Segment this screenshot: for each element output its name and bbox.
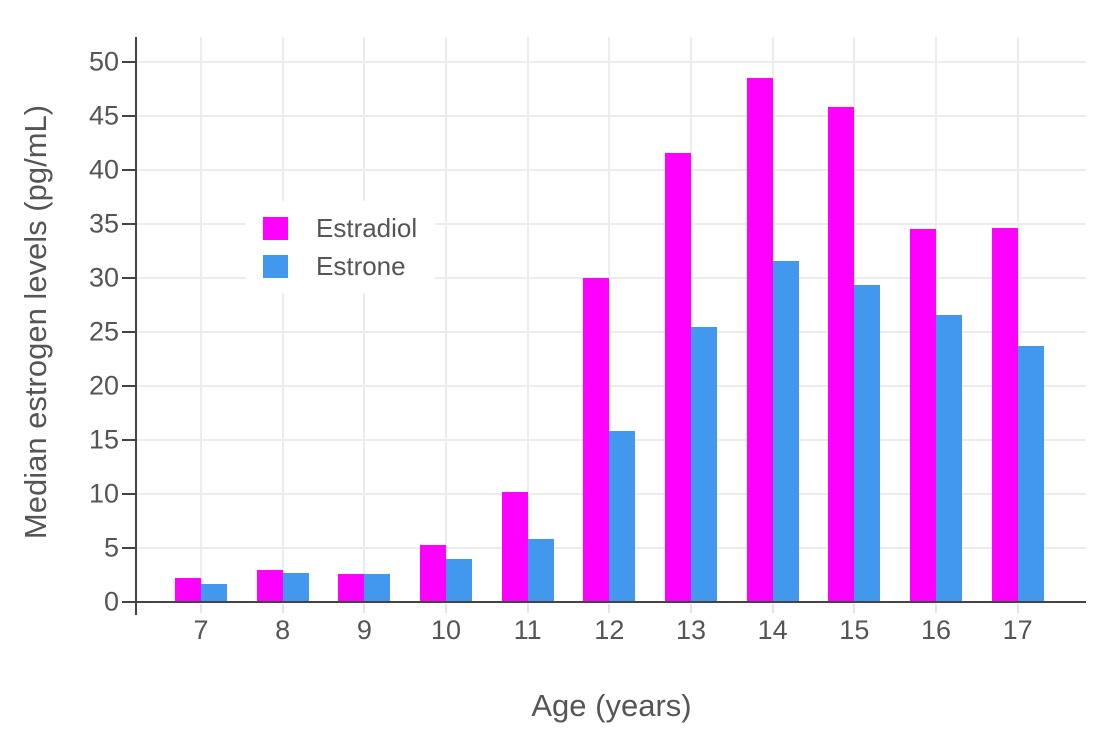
x-tick-label: 11 [513, 615, 542, 645]
legend-swatch-estrone [263, 254, 288, 278]
x-tick [445, 604, 447, 613]
legend: Estradiol Estrone [246, 201, 436, 293]
y-tick-label: 50 [88, 46, 119, 77]
y-tick [122, 114, 135, 117]
bar-estradiol-age-12 [583, 278, 610, 602]
bar-estrone-age-9 [364, 574, 391, 602]
y-tick [122, 384, 135, 387]
bar-estrone-age-14 [772, 261, 799, 602]
y-tick-label: 20 [88, 370, 119, 401]
x-axis-line [135, 601, 1086, 603]
y-tick [122, 438, 135, 441]
legend-label: Estrone [316, 251, 406, 281]
bar-estrone-age-15 [854, 285, 881, 602]
bar-estrone-age-10 [446, 559, 472, 602]
bar-estradiol-age-7 [175, 578, 201, 602]
h-gridline [137, 222, 1086, 225]
v-gridline [690, 37, 692, 602]
v-gridline [200, 37, 202, 602]
bar-estradiol-age-17 [991, 228, 1018, 602]
x-tick-label: 9 [356, 615, 372, 645]
bar-estradiol-age-15 [828, 107, 855, 602]
h-gridline [137, 384, 1086, 387]
y-tick [122, 546, 135, 549]
x-tick [608, 604, 611, 613]
bar-estradiol-age-13 [665, 153, 691, 602]
v-gridline [281, 37, 284, 602]
x-tick-label: 8 [275, 615, 291, 645]
x-tick [363, 604, 366, 613]
y-tick-label: 25 [88, 316, 119, 347]
legend-swatch-estradiol [263, 216, 288, 240]
x-tick [771, 604, 774, 613]
y-tick-label: 45 [88, 100, 119, 131]
x-tick [200, 604, 202, 613]
bar-estrone-age-16 [936, 315, 962, 602]
v-gridline [445, 37, 447, 602]
v-gridline [526, 37, 529, 602]
x-tick [526, 604, 529, 613]
bar-estrone-age-17 [1017, 346, 1044, 602]
h-gridline [137, 276, 1086, 279]
x-tick [1016, 604, 1019, 613]
y-tick-label: 10 [88, 478, 119, 509]
legend-item-estrone[interactable]: Estrone [263, 253, 417, 279]
x-tick [935, 604, 937, 613]
x-axis-title: Age (years) [531, 688, 692, 723]
y-tick-label: 0 [103, 586, 119, 617]
v-gridline [608, 37, 611, 602]
y-tick [122, 60, 135, 63]
x-tick [853, 604, 856, 613]
h-gridline [137, 168, 1086, 171]
x-tick [281, 604, 284, 613]
h-gridline [137, 114, 1086, 117]
x-tick-label: 12 [594, 615, 625, 645]
v-gridline [1016, 37, 1019, 602]
x-tick-label: 13 [675, 615, 707, 645]
y-axis-line [135, 37, 137, 615]
bar-estrone-age-8 [282, 573, 309, 602]
h-gridline [137, 330, 1086, 333]
bar-estradiol-age-8 [256, 570, 283, 602]
y-axis-title: Median estrogen levels (pg/mL) [18, 104, 53, 540]
x-tick-label: 17 [1002, 615, 1033, 645]
h-gridline [137, 60, 1086, 63]
x-tick-label: 10 [430, 615, 462, 645]
v-gridline [363, 37, 366, 602]
bar-estradiol-age-11 [501, 492, 528, 602]
x-tick [690, 604, 692, 613]
x-tick-label: 15 [839, 615, 870, 645]
bar-estradiol-age-10 [420, 545, 446, 602]
x-tick-label: 14 [757, 615, 788, 645]
y-tick-label: 35 [88, 208, 119, 239]
bar-estrone-age-11 [527, 539, 554, 602]
legend-item-estradiol[interactable]: Estradiol [263, 215, 417, 241]
y-tick [122, 222, 135, 225]
bar-estrone-age-7 [201, 584, 227, 602]
x-tick-label: 16 [920, 615, 952, 645]
y-tick-label: 15 [88, 424, 119, 455]
bar-estrone-age-12 [609, 431, 636, 602]
y-tick-label: 30 [88, 262, 119, 293]
y-tick [122, 601, 135, 603]
y-tick-label: 5 [103, 532, 119, 563]
bar-estradiol-age-9 [338, 574, 365, 602]
bar-estradiol-age-16 [910, 229, 936, 602]
y-tick-label: 40 [88, 154, 119, 185]
y-tick [122, 330, 135, 333]
y-tick [122, 276, 135, 279]
bar-estrone-age-13 [691, 327, 717, 602]
y-tick [122, 168, 135, 171]
y-tick [122, 492, 135, 495]
legend-label: Estradiol [316, 213, 418, 243]
bar-estradiol-age-14 [746, 78, 773, 602]
x-tick-label: 7 [193, 615, 209, 645]
